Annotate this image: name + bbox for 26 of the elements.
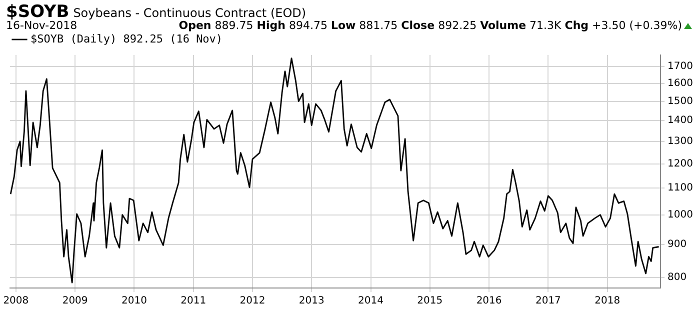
x-tick-label: 2012 <box>240 296 266 307</box>
legend-label: $SOYB (Daily) 892.25 (16 Nov) <box>30 32 223 46</box>
y-tick-label: 800 <box>668 272 687 283</box>
y-tick-label: 1700 <box>668 60 694 72</box>
x-tick-label: 2008 <box>3 296 29 307</box>
x-tick-label: 2009 <box>62 296 88 307</box>
text: Open 889.75 High 894.75 Low 881.75 Close 892.25 Volume 71.3K Chg +3.50 (+0.39%) <box>178 19 682 32</box>
x-tick-label: 2018 <box>594 296 620 307</box>
y-tick-label: 900 <box>668 238 687 250</box>
y-tick-label: 1000 <box>668 209 694 220</box>
x-tick-label: 2015 <box>417 296 443 307</box>
x-tick-label: 2013 <box>298 296 324 307</box>
x-tick-label: 2011 <box>180 296 206 307</box>
y-tick-label: 1200 <box>668 158 694 170</box>
y-tick-label: 1100 <box>668 182 694 194</box>
text: 16-Nov-2018 <box>6 19 78 32</box>
x-tick-label: 2016 <box>476 296 502 307</box>
y-tick-label: 1600 <box>668 78 694 89</box>
y-tick-label: 1400 <box>668 115 694 126</box>
x-tick-label: 2017 <box>535 296 561 307</box>
x-tick-label: 2014 <box>358 296 384 307</box>
chart-subtitle: Soybeans - Continuous Contract (EOD) <box>73 6 306 20</box>
y-tick-label: 1300 <box>668 136 694 147</box>
x-tick-label: 2010 <box>121 296 147 307</box>
y-tick-label: 1500 <box>668 96 694 107</box>
chart-title: $SOYB <box>6 2 70 22</box>
